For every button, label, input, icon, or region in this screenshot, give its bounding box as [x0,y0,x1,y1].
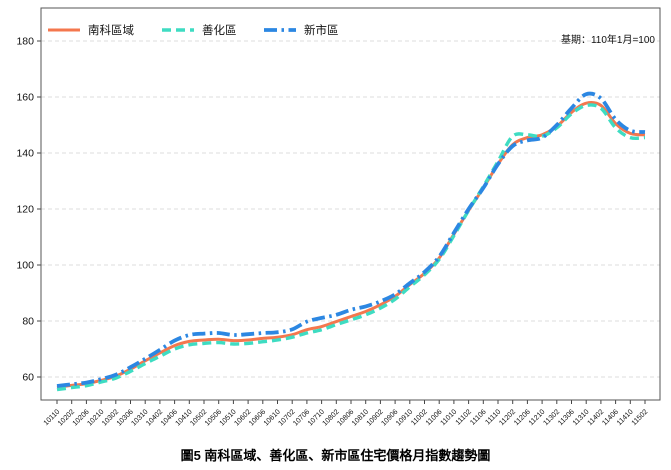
series-line-善化區 [56,103,646,392]
chart-title: 圖5 南科區域、善化區、新市區住宅價格月指數趨勢圖 [180,448,491,463]
legend-label-新市區: 新市區 [304,23,339,37]
y-tick-label: 120 [16,204,34,216]
series-line-南科區域 [56,100,646,389]
y-tick-label: 180 [16,36,34,48]
y-tick-label: 60 [22,372,34,384]
legend-label-善化區: 善化區 [202,23,237,37]
plot-border [40,7,661,401]
series-line-新市區 [56,91,646,388]
x-tick-label: 11106 [468,407,488,427]
y-tick-label: 160 [16,92,34,104]
y-tick-label: 140 [16,148,34,160]
legend-label-南科區域: 南科區域 [88,23,134,37]
y-tick-label: 100 [16,260,34,272]
y-tick-label: 80 [22,316,34,328]
base-period-note: 基期：110年1月=100 [560,35,655,46]
x-tick-label: 11502 [629,407,649,427]
